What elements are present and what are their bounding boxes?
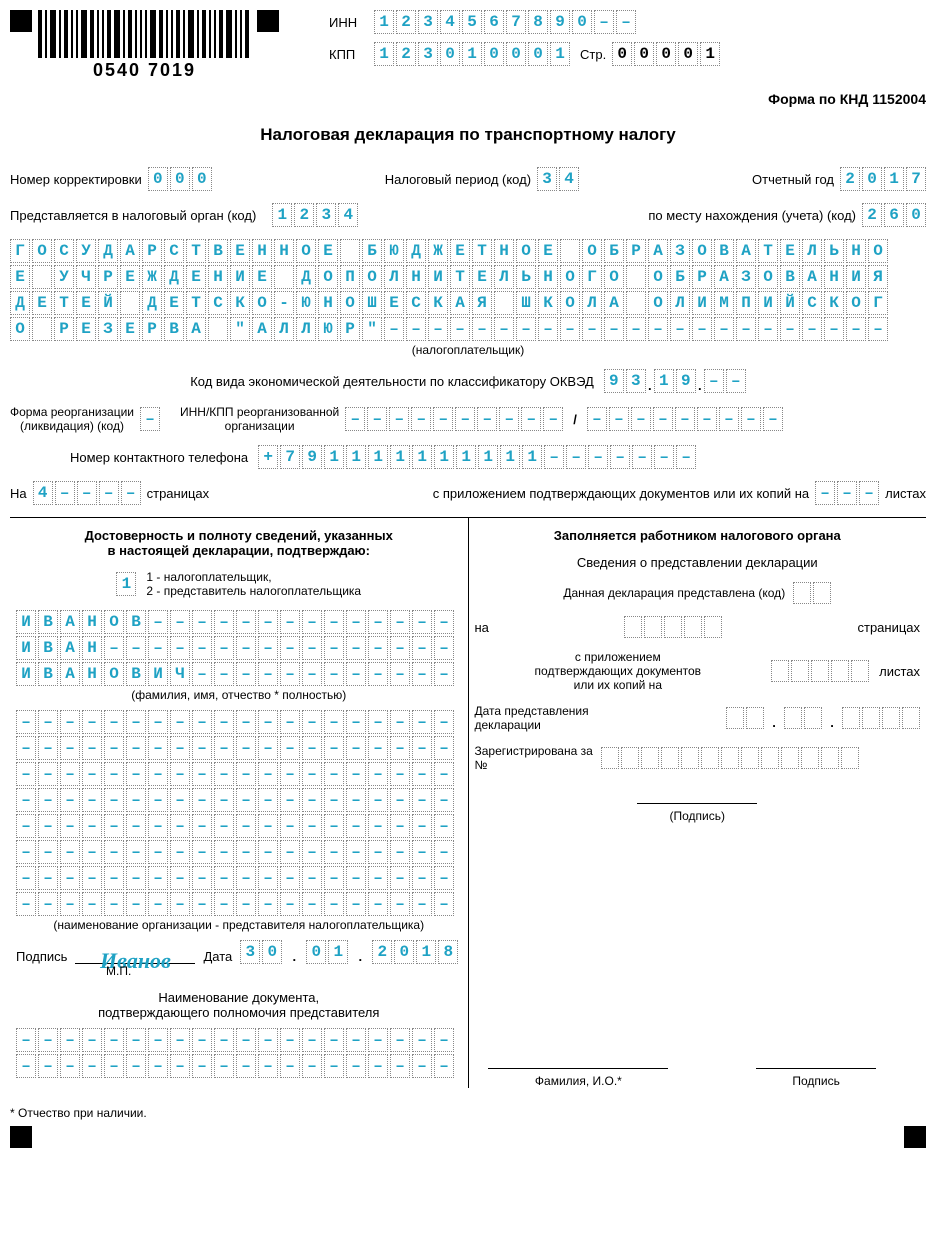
date-y: 2018: [372, 940, 458, 964]
right-sign-caption: (Подпись): [475, 809, 921, 823]
location-cells: 260: [862, 203, 926, 227]
rdate-d: [726, 707, 764, 729]
okved-g3: ––: [704, 369, 746, 393]
pages-cells: 4––––: [33, 481, 141, 505]
left-heading2: в настоящей декларации, подтверждаю:: [16, 543, 462, 558]
reg-label: Зарегистрирована за №: [475, 744, 595, 772]
authority-cells: 1234: [272, 203, 358, 227]
phone-cells: +791111111111–––––––: [258, 445, 696, 469]
year-label: Отчетный год: [752, 172, 834, 187]
ratt3: или их копий на: [475, 678, 762, 692]
reg-cells: [601, 747, 859, 769]
fio-caption: (фамилия, имя, отчество * полностью): [16, 688, 462, 702]
date-d: 30: [240, 940, 282, 964]
att-suffix: листах: [885, 486, 926, 501]
type-cells: 1: [116, 572, 136, 596]
inn-label: ИНН: [329, 15, 374, 30]
right-fio-caption: Фамилия, И.О.*: [475, 1074, 683, 1088]
right-sign-line: [637, 788, 757, 804]
ratt-suffix: листах: [879, 664, 920, 679]
org-caption: (налогоплательщик): [10, 343, 926, 357]
okved-label: Код вида экономической деятельности по к…: [190, 374, 594, 389]
date-m: 01: [306, 940, 348, 964]
presented-cells: [793, 582, 831, 604]
fio-grid: ИВАНОВ––––––––––––––ИВАН––––––––––––––––…: [16, 610, 462, 686]
form-code: Форма по КНД 1152004: [10, 91, 926, 107]
presented-label: Данная декларация представлена (код): [563, 586, 785, 600]
right-sign2-caption: Подпись: [712, 1074, 920, 1088]
kpp-cells: 123010001: [374, 42, 570, 66]
type-opt1: 1 - налогоплательщик,: [146, 570, 361, 584]
reorg-inn-cells: ––––––––––: [345, 407, 563, 431]
black-square-tl2: [257, 10, 279, 32]
ratt2: подтверждающих документов: [475, 664, 762, 678]
period-label: Налоговый период (код): [385, 172, 531, 187]
year-cells: 2017: [840, 167, 926, 191]
right-sign2-line: [756, 1053, 876, 1069]
doc-grid: ––––––––––––––––––––––––––––––––––––––––: [16, 1028, 462, 1078]
correction-label: Номер корректировки: [10, 172, 142, 187]
page-label: Стр.: [580, 47, 606, 62]
left-heading1: Достоверность и полноту сведений, указан…: [16, 528, 462, 543]
barcode-text: 0540 7019: [93, 60, 196, 81]
reorg-inn-label2: организации: [180, 419, 339, 433]
correction-cells: 000: [148, 167, 212, 191]
reorg-form-label1: Форма реорганизации: [10, 405, 134, 419]
type-opt2: 2 - представитель налогоплательщика: [146, 584, 361, 598]
kpp-label: КПП: [329, 47, 374, 62]
footnote: * Отчество при наличии.: [10, 1106, 147, 1120]
location-label: по месту нахождения (учета) (код): [648, 208, 856, 223]
page-title: Налоговая декларация по транспортному на…: [10, 125, 926, 145]
black-square-br: [904, 1126, 926, 1148]
barcode: 0540 7019: [38, 10, 251, 81]
pages-prefix: На: [10, 486, 27, 501]
dot: .: [646, 369, 654, 393]
rdate-y: [842, 707, 920, 729]
dot: .: [696, 369, 704, 393]
reorg-form-cells: –: [140, 407, 160, 431]
right-heading: Заполняется работником налогового органа: [475, 528, 921, 543]
pages-suffix: страницах: [147, 486, 210, 501]
date-label: Дата: [203, 949, 232, 964]
on-cells: [624, 616, 722, 638]
on-label: на: [475, 620, 489, 635]
reorg-inn-label1: ИНН/КПП реорганизованной: [180, 405, 339, 419]
doc-heading1: Наименование документа,: [16, 990, 462, 1005]
att-cells: –––: [815, 481, 879, 505]
att-label: с приложением подтверждающих документов …: [433, 486, 809, 501]
phone-label: Номер контактного телефона: [70, 450, 248, 465]
sign-label: Подпись: [16, 949, 67, 964]
inn-cells: 1234567890––: [374, 10, 636, 34]
right-fio-line: [488, 1053, 668, 1069]
page-cells: 00001: [612, 42, 720, 66]
reorg-kpp-cells: –––––––––: [587, 407, 783, 431]
okved-g2: 19: [654, 369, 696, 393]
reorg-form-label2: (ликвидация) (код): [10, 419, 134, 433]
rdate-label: Дата представления декларации: [475, 704, 615, 732]
okved-g1: 93: [604, 369, 646, 393]
period-cells: 34: [537, 167, 579, 191]
black-square-tl: [10, 10, 32, 32]
ratt-cells: [771, 660, 869, 682]
on-suffix: страницах: [857, 620, 920, 635]
org-name-grid: ГОСУДАРСТВЕННОЕБЮДЖЕТНОЕОБРАЗОВАТЕЛЬНОЕУ…: [10, 239, 926, 341]
right-sub: Сведения о представлении декларации: [475, 555, 921, 570]
rep-grid: ––––––––––––––––––––––––––––––––––––––––…: [16, 710, 462, 916]
black-square-bl: [10, 1126, 32, 1148]
rdate-m: [784, 707, 822, 729]
rep-caption: (наименование организации - представител…: [16, 918, 462, 932]
authority-label: Представляется в налоговый орган (код): [10, 208, 256, 223]
doc-heading2: подтверждающего полномочия представителя: [16, 1005, 462, 1020]
ratt1: с приложением: [475, 650, 762, 664]
